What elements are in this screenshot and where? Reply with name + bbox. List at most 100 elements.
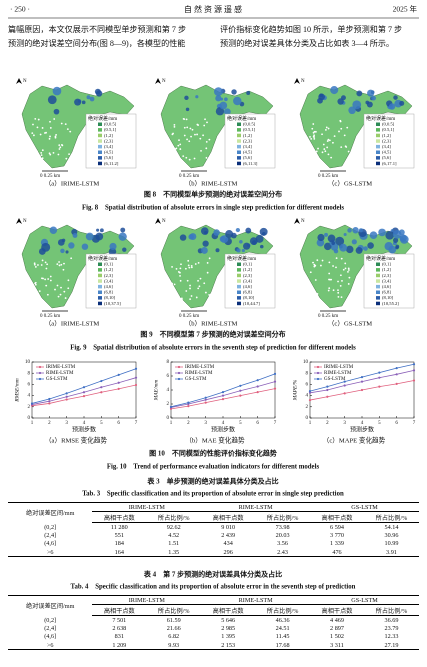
scale-label: 0 0.25 km: [179, 174, 199, 179]
error-patch: [324, 232, 329, 237]
error-patch: [52, 86, 62, 96]
legend-label: (5,6]: [104, 155, 113, 161]
error-patch: [202, 240, 209, 247]
legend-swatch: [237, 144, 241, 149]
error-patch: [236, 248, 241, 253]
data-point: [117, 381, 120, 384]
legend-marker: [38, 371, 42, 375]
coherent-point: [40, 151, 43, 154]
table-cell: 1 339: [330, 540, 344, 548]
coherent-point: [314, 279, 317, 281]
legend-swatch: [98, 296, 102, 300]
table-cell: 4 469: [330, 616, 344, 624]
figure-caption-en: Fig. 10 Trend of performance evaluation …: [107, 464, 320, 471]
coherent-point: [44, 261, 47, 264]
coherent-point: [310, 137, 313, 140]
legend-swatch: [376, 279, 380, 283]
error-patch: [392, 230, 402, 239]
coherent-point: [49, 127, 52, 129]
legend-swatch: [376, 273, 380, 278]
table-cell: >6: [8, 547, 93, 558]
error-patch: [41, 242, 51, 252]
error-patch: [86, 95, 91, 100]
coherent-point: [339, 120, 342, 123]
coherent-point: [59, 146, 62, 149]
table-cell: 23.79: [384, 625, 399, 633]
data-point: [308, 398, 312, 402]
legend-label: (0.5,1]: [104, 127, 117, 133]
coherent-point: [54, 288, 56, 291]
legend-box: [85, 113, 137, 169]
coherent-point: [313, 137, 316, 140]
legend-label: (3,4]: [243, 278, 252, 284]
legend-swatch: [98, 161, 102, 166]
coherent-point: [322, 143, 325, 146]
coherent-point: [49, 279, 52, 282]
y-tick-label: 4: [167, 388, 170, 393]
coherent-point: [312, 123, 315, 125]
data-point: [378, 371, 381, 374]
coherent-point: [328, 139, 331, 142]
legend-swatch: [98, 268, 102, 272]
coherent-point: [67, 287, 70, 290]
legend-label: (0.5,1]: [382, 127, 395, 133]
coherent-point: [328, 287, 331, 290]
coherent-point: [34, 156, 37, 158]
legend-label: (6,17.1]: [382, 161, 397, 167]
coherent-point: [178, 139, 180, 142]
data-point: [134, 376, 138, 379]
header-cell: 高相干点数: [201, 604, 256, 617]
x-tick-label: 6: [256, 421, 259, 426]
legend-swatch: [376, 262, 380, 266]
coherent-point: [34, 266, 37, 268]
error-patch: [53, 108, 60, 115]
table-cell: 12.33: [384, 633, 399, 641]
coherent-point: [204, 118, 206, 121]
coherent-point: [339, 274, 342, 277]
coherent-point: [188, 158, 191, 161]
legend-label: (2,3]: [104, 273, 113, 279]
legend-box: [363, 113, 415, 169]
data-point: [169, 405, 173, 408]
data-point: [48, 397, 51, 401]
table-row: (0,2] 11 280 92.62 9 010 73.98 6 594 54.14: [8, 523, 419, 532]
coherent-point: [34, 117, 37, 120]
legend-swatch: [376, 161, 380, 166]
coherent-point: [49, 153, 52, 156]
coherent-point: [45, 267, 48, 270]
coherent-point: [314, 130, 317, 133]
coherent-point: [62, 268, 65, 271]
error-patch: [109, 242, 117, 250]
coherent-point: [173, 283, 176, 286]
table-cell: 11 280: [110, 523, 128, 531]
header-cell: 高相干点数: [201, 511, 256, 524]
coherent-point: [187, 259, 190, 262]
error-patch: [215, 248, 220, 253]
coherent-point: [205, 156, 208, 159]
legend-swatch: [376, 301, 380, 306]
legend-swatch: [376, 296, 380, 300]
error-patch: [214, 87, 223, 97]
table-row: (2,4] 551 4.52 2 439 20.03 3 770 30.96: [8, 532, 419, 540]
x-tick-label: 5: [100, 421, 103, 426]
coherent-point: [173, 125, 176, 128]
coherent-point: [59, 293, 62, 296]
error-patch: [351, 239, 357, 245]
y-tick-label: 0: [306, 416, 309, 421]
coherent-point: [340, 257, 343, 260]
x-tick-label: 3: [204, 421, 207, 426]
coherent-point: [189, 284, 191, 287]
legend-marker: [38, 377, 42, 381]
y-tick-label: 8: [167, 360, 170, 365]
coherent-point: [40, 154, 43, 157]
table-cell: 184: [114, 540, 124, 548]
coherent-point: [40, 264, 43, 266]
legend-label: GS-LSTM: [185, 377, 207, 382]
legend-label: IRIME-LSTM: [185, 365, 215, 370]
error-patch: [65, 250, 69, 254]
subfigure-caption: （c）GS-LSTM: [328, 320, 372, 328]
legend-label: (4,6]: [243, 284, 252, 290]
table-caption-en: Tab. 4 Specific classification and its p…: [71, 584, 356, 591]
legend-marker: [177, 377, 181, 381]
error-patch: [233, 96, 242, 106]
